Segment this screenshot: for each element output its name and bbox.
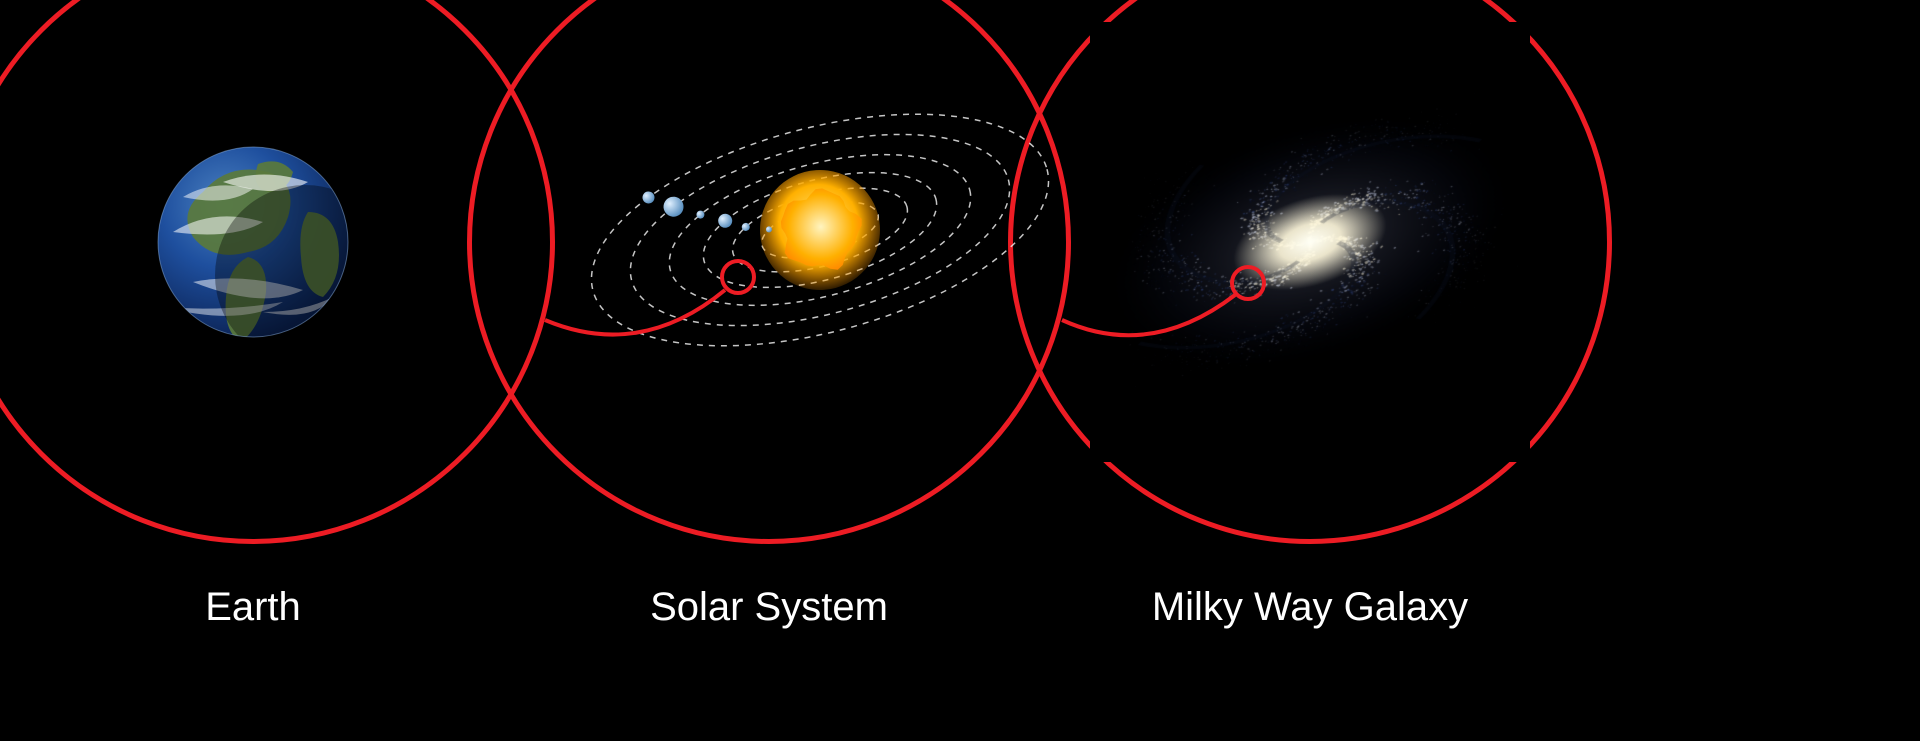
solar-system-scene [467, 0, 1071, 544]
galaxy-graphic [1090, 22, 1530, 462]
galaxy-label: Milky Way Galaxy [1010, 585, 1610, 630]
solar-system-label: Solar System [469, 585, 1069, 630]
